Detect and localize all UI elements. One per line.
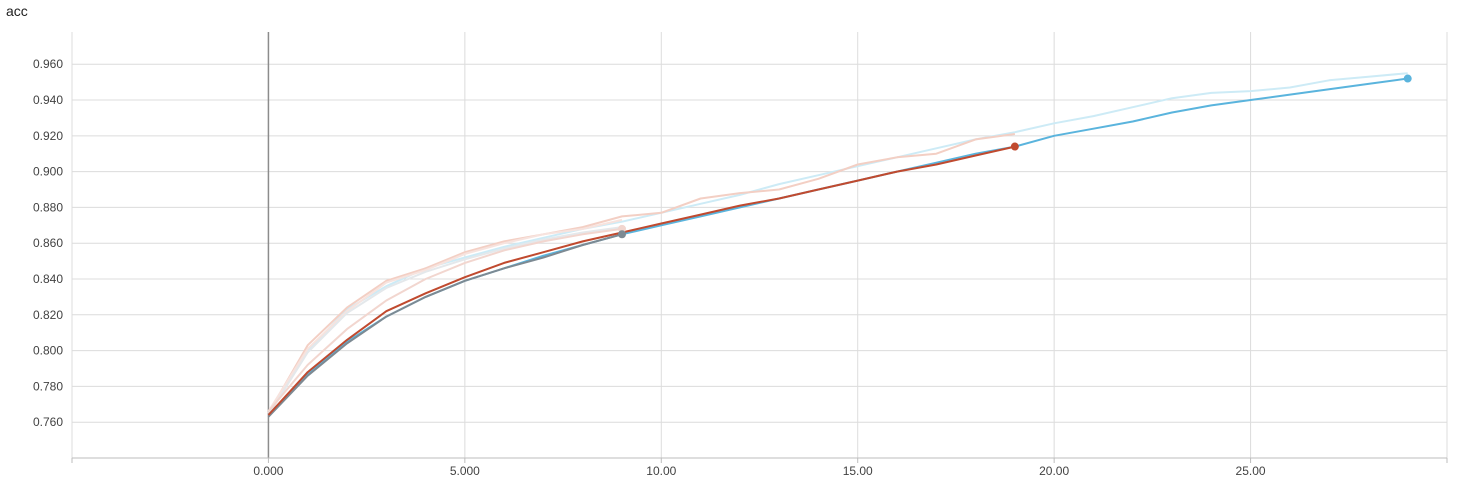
y-tick-label: 0.820 [33,308,63,322]
y-tick-label: 0.940 [33,93,63,107]
y-tick-label: 0.960 [33,57,63,71]
series-2-line [267,227,623,413]
y-tick-label: 0.880 [33,200,63,214]
series-0-end-marker [1403,74,1412,83]
series-0-line [267,77,1408,416]
series-1-line [267,145,1016,416]
series-3-line [267,233,623,418]
tick-labels: 0.760 0.780 0.800 0.820 0.840 0.860 0.880 0.900… [33,57,1266,478]
series-3-raw-line [267,226,623,416]
x-tick-label: 10.00 [646,464,676,478]
chart-title: acc [6,3,28,19]
y-tick-label: 0.920 [33,129,63,143]
x-tick-label: 15.00 [843,464,873,478]
x-tick-label: 20.00 [1039,464,1069,478]
series-layer [267,72,1412,418]
y-tick-label: 0.760 [33,415,63,429]
y-tick-label: 0.780 [33,379,63,393]
series-1-raw-line [267,133,1016,414]
series-3-end-marker [618,230,626,239]
y-tick-label: 0.800 [33,344,63,358]
x-tick-label: 5.000 [450,464,480,478]
x-tick-label: 25.00 [1236,464,1266,478]
y-tick-label: 0.860 [33,236,63,250]
series-2-raw-line [267,218,623,413]
y-tick-label: 0.840 [33,272,63,286]
series-1-end-marker [1010,142,1019,151]
axes [71,32,1448,463]
grid-lines [72,32,1447,458]
y-tick-label: 0.900 [33,165,63,179]
x-tick-label: 0.000 [253,464,283,478]
